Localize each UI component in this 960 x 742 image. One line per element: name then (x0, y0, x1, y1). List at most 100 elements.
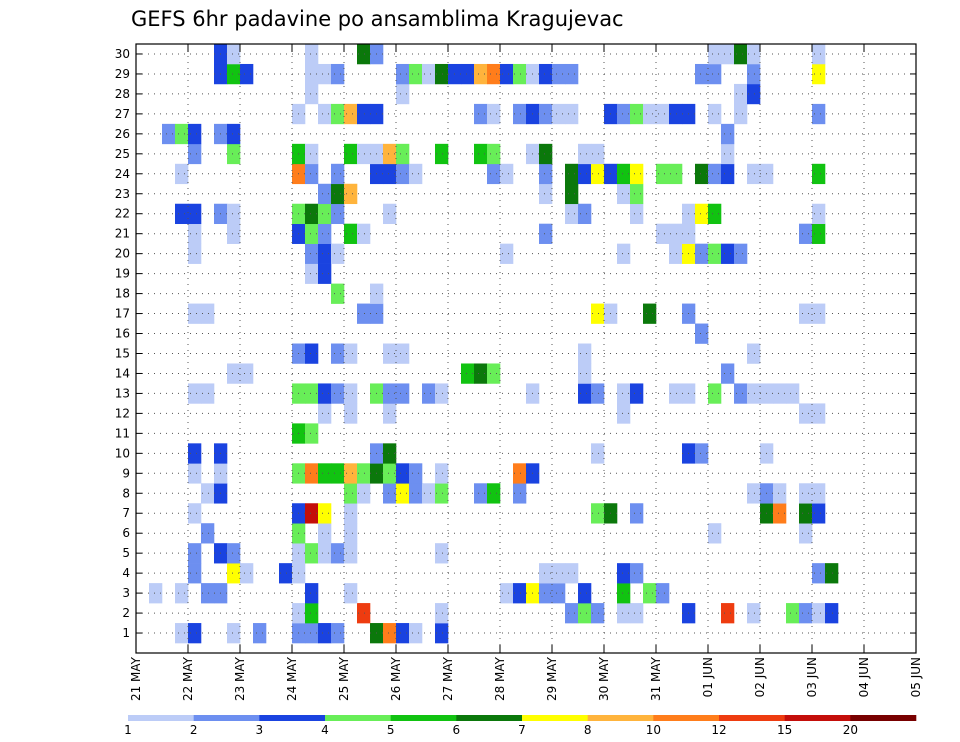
heatmap-cell (747, 343, 761, 364)
heatmap-cell (435, 543, 449, 564)
heatmap-cell (305, 143, 319, 165)
heatmap-cell (240, 363, 254, 384)
heatmap-cell (539, 583, 553, 604)
y-tick-label: 29 (115, 67, 130, 81)
heatmap-cell (305, 463, 319, 484)
heatmap-cell (305, 623, 319, 644)
heatmap-cell (331, 103, 345, 125)
heatmap-cell (578, 143, 592, 165)
heatmap-cell (734, 243, 748, 264)
heatmap-cell (500, 63, 514, 85)
heatmap-cell (656, 223, 670, 244)
heatmap-cell (396, 623, 410, 644)
heatmap-cell (227, 143, 241, 165)
heatmap-cell (695, 323, 709, 344)
colorbar-swatch (456, 715, 523, 721)
heatmap-cell (591, 143, 605, 165)
heatmap-cell (305, 583, 319, 604)
heatmap-cell (344, 583, 358, 604)
heatmap-cell (721, 163, 735, 185)
heatmap-cell (331, 543, 345, 564)
heatmap-cell (305, 503, 319, 524)
x-tick-label: 27 MAY (441, 656, 455, 701)
heatmap-cell (461, 363, 475, 384)
heatmap-cell (227, 203, 241, 225)
heatmap-cell (357, 483, 371, 504)
y-tick-label: 5 (122, 546, 130, 560)
heatmap-cell (708, 63, 722, 85)
heatmap-cell (747, 63, 761, 85)
y-tick-label: 26 (115, 127, 130, 141)
colorbar-swatch (259, 715, 326, 721)
heatmap-cell (721, 363, 735, 384)
heatmap-cell (435, 603, 449, 624)
heatmap-cell (409, 463, 423, 484)
y-tick-label: 3 (122, 586, 130, 600)
heatmap-cell (396, 343, 410, 364)
heatmap-cell (344, 223, 358, 244)
y-tick-label: 11 (115, 426, 130, 440)
chart-title: GEFS 6hr padavine po ansamblima Kragujev… (131, 7, 624, 31)
heatmap-cell (539, 103, 553, 125)
heatmap-cell (591, 303, 605, 324)
heatmap-cell (643, 103, 657, 125)
heatmap-cell (812, 603, 826, 624)
heatmap-cell (812, 223, 826, 244)
heatmap-cell (396, 163, 410, 185)
heatmap-cell (799, 603, 813, 624)
heatmap-cell (708, 243, 722, 264)
heatmap-cell (812, 203, 826, 225)
heatmap-cell (474, 63, 488, 85)
heatmap-cell (734, 103, 748, 125)
heatmap-cell (175, 623, 189, 644)
heatmap-cell (786, 603, 800, 624)
heatmap-cell (383, 483, 397, 504)
heatmap-cell (617, 583, 631, 604)
colorbar-swatch (128, 715, 194, 721)
x-axis-ticks: 21 MAY 22 MAY 23 MAY 24 MAY 25 MAY 26 MAY 27 M… (129, 44, 923, 701)
heatmap-cell (318, 463, 332, 484)
colorbar-tick-label: 4 (321, 723, 329, 737)
colorbar: 1 2 3 4 5 6 7 8 10 12 15 20 (124, 715, 917, 737)
heatmap-cell (318, 183, 332, 205)
heatmap-cell (799, 503, 813, 524)
heatmap-cell (669, 163, 683, 185)
x-tick-label: 02 JUN (753, 657, 767, 697)
heatmap-cell (487, 483, 501, 504)
heatmap-cell (695, 443, 709, 464)
heatmap-cell (474, 143, 488, 165)
heatmap-cell (305, 203, 319, 225)
colorbar-tick-label: 2 (190, 723, 198, 737)
x-tick-label: 23 MAY (233, 656, 247, 701)
heatmap-cell (331, 183, 345, 205)
heatmap-cell (318, 403, 332, 424)
heatmap-cell (175, 583, 189, 604)
heatmap-cell (188, 243, 202, 264)
x-tick-label: 26 MAY (389, 656, 403, 701)
heatmap-cell (344, 183, 358, 205)
heatmap-cell (617, 243, 631, 264)
heatmap-cell (565, 63, 579, 85)
heatmap-cell (474, 483, 488, 504)
heatmap-cell (500, 163, 514, 185)
heatmap-cell (825, 563, 839, 584)
heatmap-cell (747, 44, 761, 65)
heatmap-cell (630, 203, 644, 225)
heatmap-cell (188, 303, 202, 324)
heatmap-cell (279, 563, 293, 584)
y-tick-label: 22 (115, 207, 130, 221)
heatmap-cell (773, 503, 787, 524)
y-tick-label: 9 (122, 466, 130, 480)
heatmap-cell (318, 503, 332, 524)
y-tick-label: 16 (115, 327, 130, 341)
x-tick-label: 01 JUN (701, 657, 715, 697)
heatmap-cell (695, 243, 709, 264)
heatmap-cell (422, 63, 436, 85)
colorbar-tick-label: 5 (387, 723, 395, 737)
heatmap-cell (331, 63, 345, 85)
heatmap-cell (617, 563, 631, 584)
heatmap-cell (747, 383, 761, 404)
heatmap-cell (383, 343, 397, 364)
colorbar-swatch (390, 715, 457, 721)
heatmap-cell (331, 163, 345, 185)
